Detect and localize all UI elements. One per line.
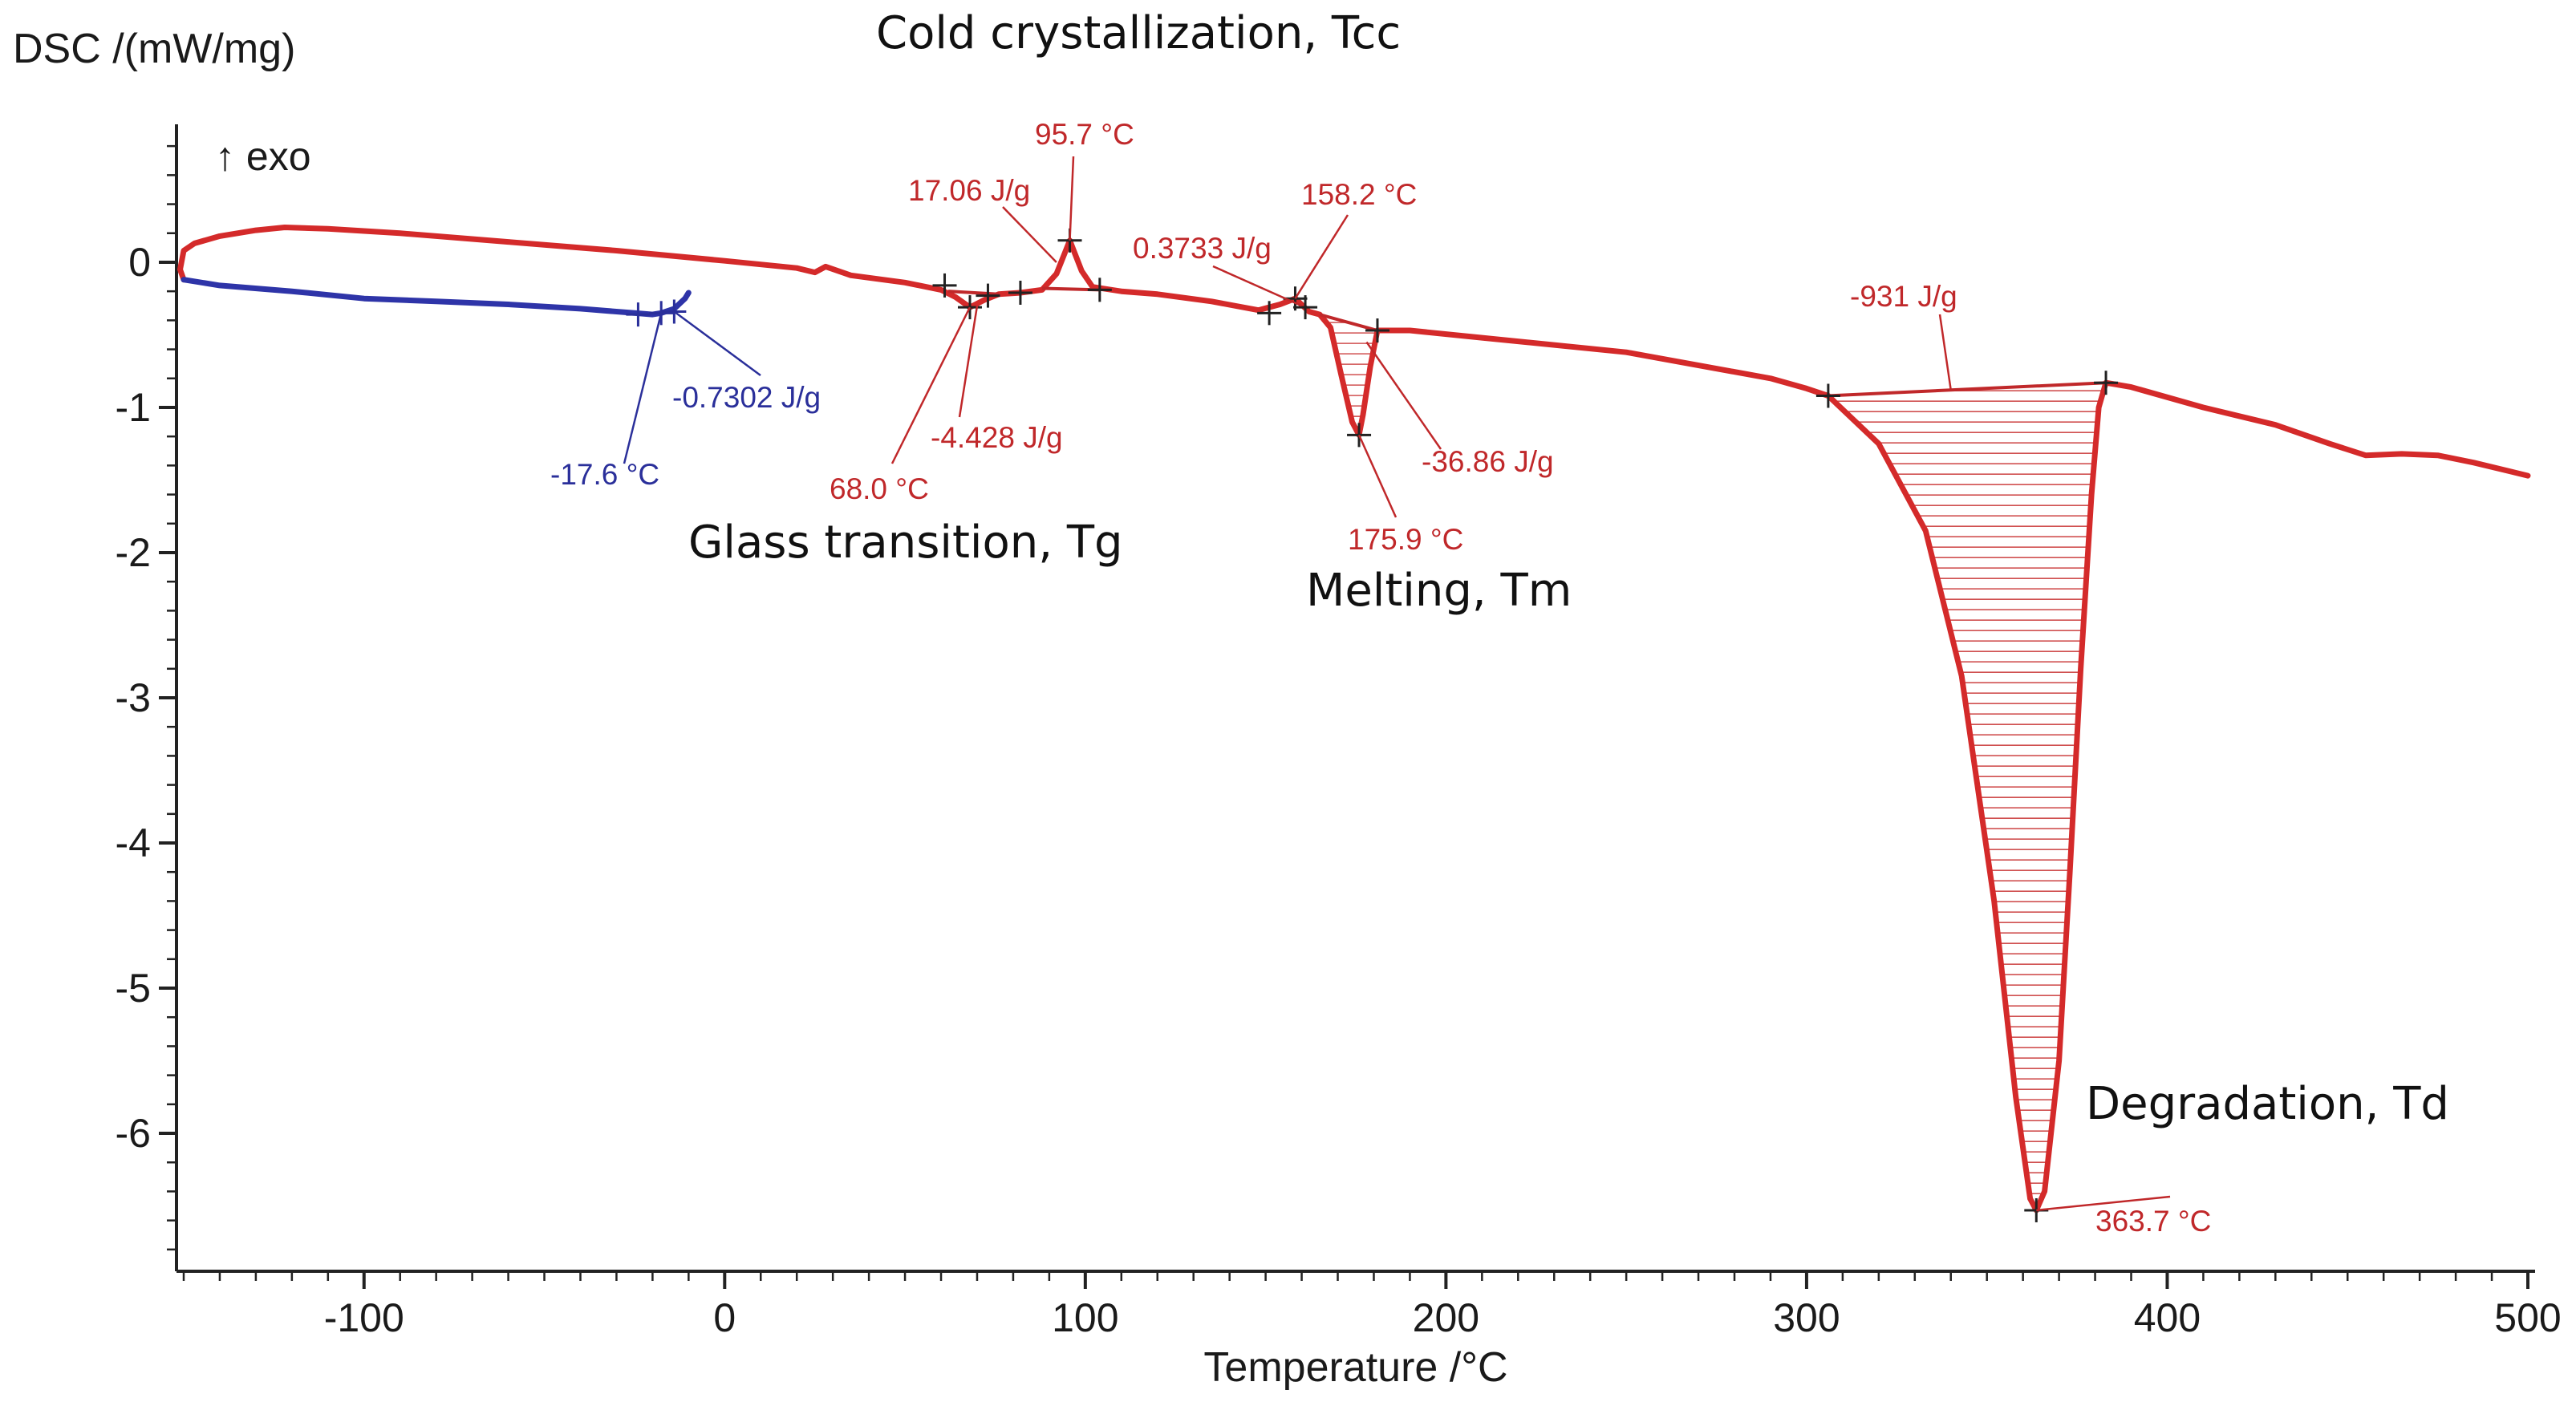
cooling-enthalpy-label: -0.7302 J/g xyxy=(672,381,821,414)
tg-enthalpy-label: -4.428 J/g xyxy=(931,421,1063,454)
cooling-marker xyxy=(626,302,651,327)
cooling-temp-leader xyxy=(623,313,663,464)
td-peak-temp-label: 363.7 °C xyxy=(2095,1205,2211,1238)
tcc-peak-leader xyxy=(1069,156,1075,241)
region-labels: Cold crystallization, Tcc Glass transiti… xyxy=(688,7,2449,1130)
x-tick-label: 400 xyxy=(2134,1295,2201,1340)
cooling-enthalpy-leader xyxy=(673,310,761,377)
y-tick-label: -1 xyxy=(116,385,151,430)
x-tick-label: -100 xyxy=(324,1295,404,1340)
tcc-enthalpy-leader xyxy=(1002,206,1057,263)
tg-temp-label: 68.0 °C xyxy=(830,472,929,505)
event-marker xyxy=(932,273,957,298)
exo-direction-label: ↑ exo xyxy=(215,134,311,179)
tg-enthalpy-leader xyxy=(958,306,979,418)
y-axis-label: DSC /(mW/mg) xyxy=(13,26,295,72)
melting-baseline xyxy=(1319,313,1378,332)
event-marker xyxy=(976,283,1000,308)
tm-enthalpy-leader xyxy=(1365,341,1442,450)
td-enthalpy-label: -931 J/g xyxy=(1850,280,1957,313)
y-tick-label: -2 xyxy=(116,530,151,575)
degradation-baseline xyxy=(1828,381,2107,398)
tm-peak-leader xyxy=(1357,434,1398,518)
x-axis-label: Temperature /°C xyxy=(1203,1344,1507,1391)
tm-onset-leader xyxy=(1294,214,1349,299)
y-tick-label: 0 xyxy=(128,240,151,285)
event-marker xyxy=(1008,280,1032,305)
event-marker xyxy=(1087,278,1112,302)
td-peak-leader xyxy=(2036,1195,2171,1212)
event-marker xyxy=(1293,295,1318,320)
tm-peak-temp-label: 175.9 °C xyxy=(1348,523,1463,556)
y-tick-label: -3 xyxy=(116,675,151,720)
tm-enthalpy-label: -36.86 J/g xyxy=(1422,445,1554,478)
cold-crystallization-label: Cold crystallization, Tcc xyxy=(876,7,1401,59)
melting-label: Melting, Tm xyxy=(1306,565,1572,617)
cooling-temp-label: -17.6 °C xyxy=(550,458,659,491)
y-tick-label: -4 xyxy=(116,821,151,865)
event-markers xyxy=(626,228,2119,1222)
y-tick-label: -5 xyxy=(116,966,151,1011)
axes: -100 0 100 200 300 400 500 0 -1 -2 -3 -4 -5 -6 xyxy=(116,124,2562,1340)
tm-onset-temp-label: 158.2 °C xyxy=(1301,178,1417,211)
x-tick-label: 200 xyxy=(1413,1295,1479,1340)
cooling-curve xyxy=(181,277,692,318)
x-tick-label: 300 xyxy=(1773,1295,1840,1340)
td-enthalpy-leader xyxy=(1938,314,1952,391)
event-marker xyxy=(2094,371,2119,395)
tg-temp-leader xyxy=(890,306,972,464)
annotation-leaders xyxy=(623,156,2171,1212)
x-tick-label: 500 xyxy=(2494,1295,2561,1340)
tm-small-leader xyxy=(1212,265,1303,307)
annotation-labels: 95.7 °C 17.06 J/g 158.2 °C 0.3733 J/g -9… xyxy=(550,118,2211,1238)
event-marker xyxy=(1815,383,1840,408)
degradation-label: Degradation, Td xyxy=(2086,1078,2449,1130)
glass-transition-label: Glass transition, Tg xyxy=(688,517,1123,569)
y-tick-label: -6 xyxy=(116,1111,151,1156)
tcc-enthalpy-label: 17.06 J/g xyxy=(908,174,1030,207)
tm-small-enthalpy-label: 0.3733 J/g xyxy=(1133,232,1272,265)
x-tick-label: 0 xyxy=(713,1295,736,1340)
x-tick-label: 100 xyxy=(1052,1295,1118,1340)
tg-baseline xyxy=(947,290,1000,296)
degradation-hatch xyxy=(1834,390,2103,1205)
event-marker xyxy=(1365,318,1389,343)
heating-curve xyxy=(177,225,2531,1214)
tcc-peak-temp-label: 95.7 °C xyxy=(1035,118,1134,151)
event-marker xyxy=(1257,301,1282,326)
